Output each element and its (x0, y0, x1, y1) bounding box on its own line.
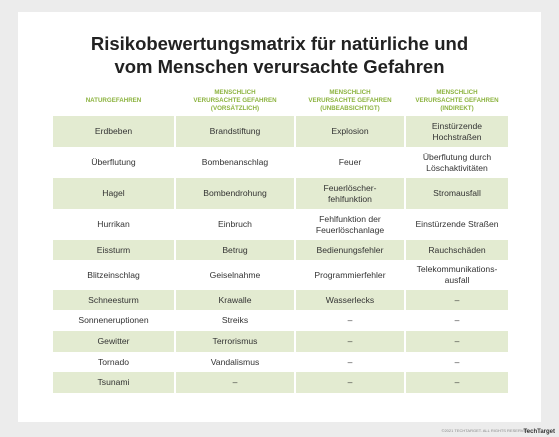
table-cell: Tornado (53, 352, 176, 372)
column-header: MENSCHLICH VERURSACHTE GEFAHREN (VORSÄTZ… (176, 85, 296, 116)
table-cell: Überflutung (53, 147, 176, 178)
table-row: Schneesturm Krawalle Wasserlecks – (53, 290, 508, 310)
table-cell: Telekommunikations- ausfall (416, 264, 498, 285)
table-cell: Brandstiftung (176, 116, 296, 147)
table-cell: Einstürzende Straßen (415, 219, 499, 229)
table-cell: – (454, 336, 460, 346)
table-cell: Bombenanschlag (176, 147, 296, 178)
table-row: Gewitter Terrorismus – – (53, 331, 508, 352)
table-row: Hurrikan Einbruch Fehlfunktion der Feuerlö… (53, 209, 508, 240)
table-cell: Überflutung durch Löschaktivitäten (422, 151, 492, 173)
table-cell: Streiks (176, 310, 296, 331)
table-cell: Feuer (296, 147, 406, 178)
table-cell: Programmierfehler (296, 260, 406, 290)
table-cell: Explosion (296, 116, 406, 147)
table-cell: Wasserlecks (296, 290, 406, 310)
table-cell: – (454, 294, 460, 305)
table-cell: Betrug (176, 240, 296, 260)
table-cell: Eissturm (53, 240, 176, 260)
table-cell: Bedienungsfehler (296, 240, 406, 260)
table-row: Eissturm Betrug Bedienungsfehler Rauchschäd… (53, 240, 508, 260)
table-row: Tsunami – – – (53, 372, 508, 393)
table-cell: – (454, 377, 460, 387)
table-cell: Schneesturm (53, 290, 176, 310)
column-header: MENSCHLICH VERURSACHTE GEFAHREN (INDIREK… (415, 88, 499, 112)
table-cell: Einstürzende Hochstraßen (431, 120, 483, 142)
table-row: Erdbeben Brandstiftung Explosion Einstürzen… (53, 116, 508, 147)
table-cell: Einbruch (176, 209, 296, 240)
table-row: Tornado Vandalismus – – (53, 352, 508, 372)
table-cell: Gewitter (53, 331, 176, 352)
table-cell: Bombendrohung (176, 178, 296, 209)
column-header: NATURGEFAHREN (53, 85, 176, 116)
table: NATURGEFAHREN MENSCHLICH VERURSACHTE GEFA… (53, 85, 508, 393)
table-cell: – (296, 352, 406, 372)
table-cell: Rauchschäden (428, 244, 486, 255)
table-row: Überflutung Bombenanschlag Feuer Überflutun… (53, 147, 508, 178)
title: Risikobewertungsmatrix für natürliche un… (90, 33, 469, 77)
table-row: Blitzeinschlag Geiselnahme Programmierfehl… (53, 260, 508, 290)
table-row: Sonneneruptionen Streiks – – (53, 310, 508, 331)
copyright: ©2021 TECHTARGET. ALL RIGHTS RESERVED (441, 428, 530, 433)
table-row: Hagel Bombendrohung Feuerlöscher- fehlfunk… (53, 178, 508, 209)
table-cell: – (296, 331, 406, 352)
table-cell: – (176, 372, 296, 393)
table-cell: – (296, 310, 406, 331)
table-cell: – (296, 372, 406, 393)
table-cell: Erdbeben (53, 116, 176, 147)
logo: TechTarget (523, 429, 555, 435)
table-cell: – (454, 356, 460, 367)
table-cell: Krawalle (176, 290, 296, 310)
table-cell: Fehlfunktion der Feuerlöschanlage (296, 209, 406, 240)
table-cell: Tsunami (53, 372, 176, 393)
table-cell: Hurrikan (53, 209, 176, 240)
table-cell: Feuerlöscher- fehlfunktion (296, 178, 406, 209)
column-header: MENSCHLICH VERURSACHTE GEFAHREN (UNBEABS… (296, 85, 406, 116)
table-cell: Vandalismus (176, 352, 296, 372)
header-row: NATURGEFAHREN MENSCHLICH VERURSACHTE GEFA… (53, 85, 508, 116)
table-cell: Blitzeinschlag (53, 260, 176, 290)
table-cell: Stromausfall (433, 188, 481, 198)
table-cell: Hagel (53, 178, 176, 209)
card: Risikobewertungsmatrix für natürliche un… (18, 12, 541, 422)
table-cell: Terrorismus (176, 331, 296, 352)
table-cell: – (454, 315, 460, 325)
table-cell: Sonneneruptionen (53, 310, 176, 331)
table-cell: Geiselnahme (176, 260, 296, 290)
